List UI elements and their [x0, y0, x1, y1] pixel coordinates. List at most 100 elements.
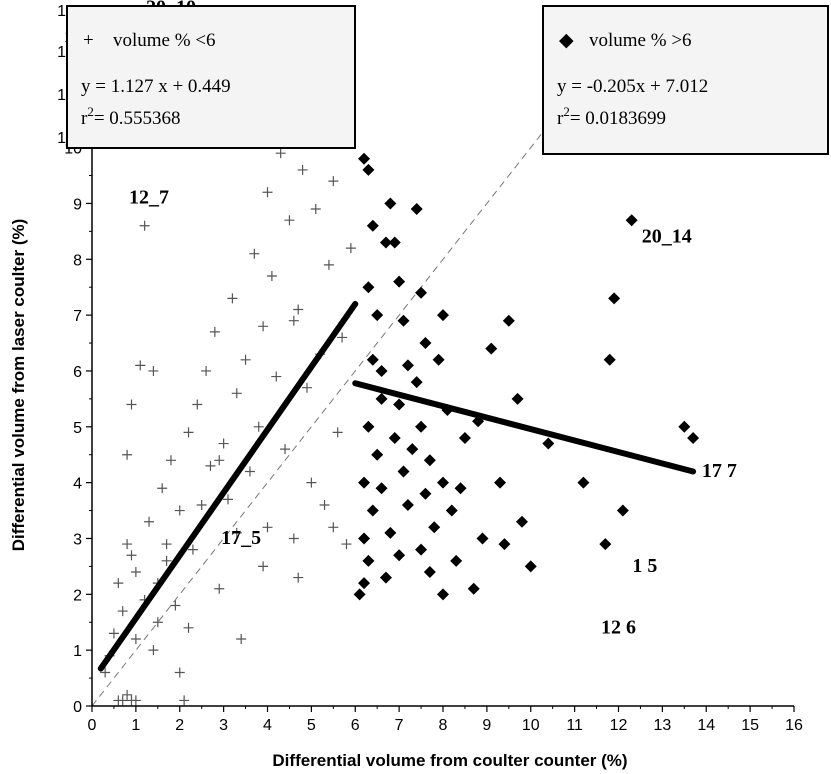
data-point-plus [126, 399, 137, 410]
data-point-diamond [467, 582, 480, 595]
data-point-diamond [384, 526, 397, 539]
data-point-diamond [393, 549, 406, 562]
data-point-diamond [379, 571, 392, 584]
data-point-plus [214, 583, 225, 594]
data-point-plus [122, 539, 133, 550]
x-tick-label: 6 [351, 717, 360, 734]
data-point-diamond [353, 588, 366, 601]
y-tick-label-clipped: 1 [57, 130, 66, 147]
x-tick-label: 0 [88, 717, 97, 734]
x-tick-label: 5 [307, 717, 316, 734]
data-point-diamond [419, 337, 432, 350]
data-point-diamond [415, 543, 428, 556]
data-point-diamond [542, 437, 555, 450]
data-point-plus [100, 667, 111, 678]
data-point-plus [174, 667, 185, 678]
data-point-diamond [410, 203, 423, 216]
data-point-diamond [415, 286, 428, 299]
data-point-diamond [603, 353, 616, 366]
legend-frame [66, 5, 356, 149]
data-point-plus [345, 243, 356, 254]
data-point-plus [253, 421, 264, 432]
y-tick-label: 6 [73, 364, 82, 381]
data-point-diamond [358, 577, 371, 590]
data-point-diamond [371, 309, 384, 322]
x-tick-label: 8 [439, 717, 448, 734]
x-tick-label: 11 [566, 717, 583, 734]
data-point-plus [152, 617, 163, 628]
data-point-plus [236, 633, 247, 644]
data-point-diamond [358, 476, 371, 489]
data-point-plus [227, 293, 238, 304]
data-point-plus [201, 365, 212, 376]
reference-line-dashed [91, 7, 641, 707]
data-point-plus [130, 566, 141, 577]
data-point-plus [148, 645, 159, 656]
data-point-plus [214, 455, 225, 466]
data-point-diamond [410, 376, 423, 389]
y-tick-label: 5 [73, 420, 82, 437]
legend-r-letter: r [557, 108, 564, 129]
x-tick-label: 13 [653, 717, 671, 734]
x-tick-label: 15 [741, 717, 759, 734]
data-point-plus [262, 522, 273, 533]
data-point-diamond [437, 588, 449, 601]
data-point-diamond [494, 476, 507, 489]
data-point-diamond [454, 482, 467, 495]
data-point-plus [139, 220, 150, 231]
data-point-plus [341, 539, 352, 550]
x-tick-label: 9 [482, 717, 491, 734]
x-tick-label: 16 [785, 717, 803, 734]
data-point-plus [196, 499, 207, 510]
data-point-plus [249, 248, 260, 259]
data-point-plus [306, 477, 317, 488]
data-point-diamond [450, 554, 463, 567]
data-point-diamond [485, 342, 498, 355]
data-point-diamond [445, 504, 458, 517]
y-tick-label: 8 [73, 252, 82, 269]
data-point-plus [187, 544, 198, 555]
data-point-plus [337, 332, 348, 343]
data-point-diamond [388, 431, 401, 444]
legend-frame [542, 5, 829, 155]
x-axis-title: Differential volume from coulter counter… [272, 751, 627, 770]
data-point-plus [310, 204, 321, 215]
data-point-diamond [419, 487, 432, 500]
x-tick-label: 4 [263, 717, 272, 734]
data-point-diamond [687, 431, 700, 444]
data-point-diamond [437, 309, 449, 322]
data-point-plus [258, 561, 269, 572]
x-tick-label: 12 [610, 717, 628, 734]
y-tick-label: 0 [73, 699, 82, 716]
data-point-plus [205, 460, 216, 471]
y-tick-label: 1 [73, 643, 82, 660]
data-point-plus [165, 455, 176, 466]
data-point-plus [157, 483, 168, 494]
data-point-diamond [371, 448, 384, 461]
data-point-diamond [401, 359, 414, 372]
data-point-diamond [366, 353, 379, 366]
data-point-diamond [358, 532, 371, 545]
data-point-plus [293, 304, 304, 315]
data-point-plus [240, 354, 251, 365]
data-point-diamond [362, 163, 375, 176]
data-point-diamond [393, 398, 406, 411]
legend-symbol: + [83, 30, 94, 51]
x-tick-label: 10 [522, 717, 540, 734]
data-point-plus [328, 522, 339, 533]
data-point-plus [319, 499, 330, 510]
x-tick-label: 1 [131, 717, 140, 734]
annotation-label: 17 7 [702, 460, 737, 482]
data-point-plus [258, 321, 269, 332]
data-point-diamond [375, 392, 388, 405]
data-point-plus [231, 527, 242, 538]
data-point-diamond [362, 554, 375, 567]
data-point-plus [174, 505, 185, 516]
annotation-label: 12_7 [129, 186, 169, 208]
y-tick-label-clipped: 1 [57, 87, 66, 104]
data-point-plus [301, 382, 312, 393]
legend-r-value: = 0.0183699 [570, 108, 666, 129]
data-point-diamond [511, 392, 524, 405]
